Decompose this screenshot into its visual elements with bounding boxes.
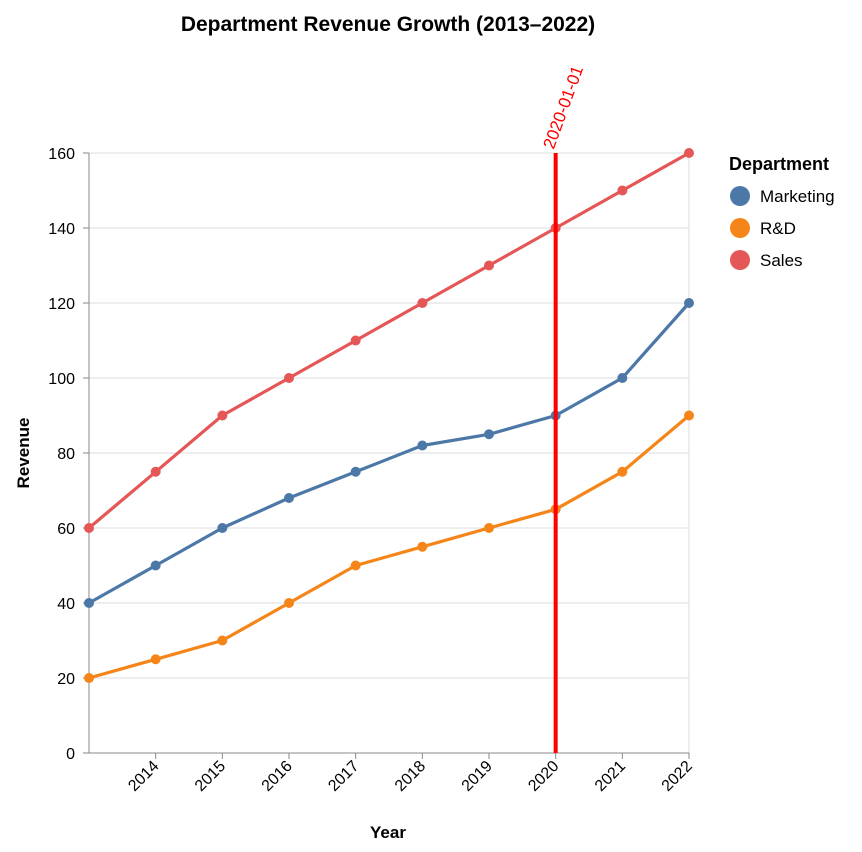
legend-label: R&D: [760, 219, 796, 238]
x-tick-label: 2017: [325, 758, 362, 795]
x-tick-label: 2020: [525, 758, 562, 795]
annotations: 2020-01-01: [540, 63, 588, 753]
y-tick-label: 80: [57, 446, 75, 463]
y-tick-label: 160: [48, 146, 75, 163]
data-point: [84, 523, 94, 533]
data-point: [284, 598, 294, 608]
legend: Department Marketing R&D Sales: [729, 154, 835, 270]
data-point: [150, 654, 161, 665]
y-tick-label: 100: [48, 371, 75, 388]
y-tick-label: 120: [48, 296, 75, 313]
data-point: [417, 440, 428, 451]
data-point: [684, 148, 694, 158]
legend-swatch: [730, 218, 750, 238]
x-tick-label: 2018: [392, 758, 429, 795]
data-point: [84, 673, 94, 683]
data-point: [217, 635, 228, 646]
grid-lines: [89, 152, 690, 754]
data-point: [617, 185, 628, 196]
data-point: [617, 373, 628, 383]
series-line-sales: [87, 151, 691, 530]
data-point: [350, 335, 361, 346]
y-tick-label: 0: [66, 746, 75, 763]
data-point: [284, 493, 294, 503]
x-tick-label: 2022: [659, 758, 696, 795]
x-tick-label: 2019: [459, 758, 496, 795]
axes: 0 20 40 60 80 100 120 140 160 2014 2015 2016 2017 201…: [48, 146, 696, 795]
data-point: [284, 373, 294, 383]
y-tick-label: 40: [57, 596, 75, 613]
data-point: [417, 541, 428, 552]
y-tick-label: 20: [57, 671, 75, 688]
x-tick-label: 2015: [192, 758, 229, 795]
series-line-r-d: [87, 413, 691, 680]
data-point: [350, 466, 361, 477]
data-point: [150, 466, 161, 477]
data-point: [217, 523, 228, 533]
series-lines: [84, 148, 694, 683]
data-point: [684, 410, 694, 421]
x-tick-label: 2014: [125, 758, 162, 795]
data-point: [484, 429, 494, 440]
data-point: [684, 298, 694, 308]
legend-swatch: [730, 250, 750, 270]
y-tick-label: 60: [57, 521, 75, 538]
legend-title: Department: [729, 154, 829, 174]
x-tick-label: 2021: [592, 758, 629, 795]
series-line-marketing: [87, 301, 691, 605]
data-point: [617, 466, 628, 477]
data-point: [484, 260, 494, 271]
data-point: [350, 560, 361, 571]
data-point: [84, 598, 94, 608]
data-point: [217, 410, 228, 421]
y-axis-title: Revenue: [14, 418, 33, 489]
x-tick-label: 2016: [259, 758, 296, 795]
data-point: [417, 298, 428, 308]
x-axis-title: Year: [370, 823, 406, 842]
legend-swatch: [730, 186, 750, 206]
annotation-label: 2020-01-01: [540, 63, 588, 151]
data-point: [150, 560, 161, 571]
data-point: [484, 523, 494, 533]
y-tick-label: 140: [48, 221, 75, 238]
legend-label: Marketing: [760, 187, 835, 206]
legend-label: Sales: [760, 251, 803, 270]
chart-title: Department Revenue Growth (2013–2022): [181, 13, 595, 36]
